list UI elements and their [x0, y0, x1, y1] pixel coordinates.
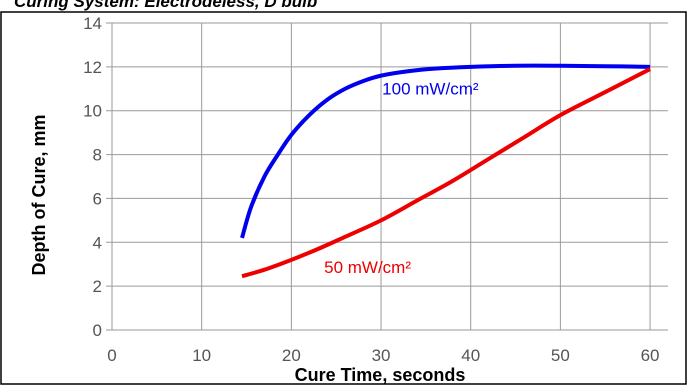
x-tick-label: 20 [282, 346, 301, 365]
y-tick-label: 0 [93, 321, 102, 340]
x-tick-label: 10 [192, 346, 211, 365]
x-tick-label: 40 [461, 346, 480, 365]
series-line-1 [241, 67, 651, 279]
y-axis-title: Depth of Cure, mm [29, 114, 49, 275]
y-tick-label: 2 [93, 277, 102, 296]
y-tick-label: 12 [83, 58, 102, 77]
plot-frame [0, 11, 687, 385]
y-tick-label: 6 [93, 189, 102, 208]
series-label-1: 50 mW/cm² [324, 258, 411, 277]
x-tick-label: 60 [641, 346, 660, 365]
x-tick-label: 30 [372, 346, 391, 365]
series-lines [240, 63, 651, 279]
series-line-0 [240, 63, 651, 239]
x-tick-label: 50 [551, 346, 570, 365]
y-tick-label: 4 [93, 233, 102, 252]
tick-labels: 0 10 20 30 40 50 60 0 2 4 6 8 10 12 14 [83, 14, 659, 365]
y-tick-label: 8 [93, 146, 102, 165]
grid-lines [106, 22, 668, 331]
series-label-0: 100 mW/cm² [382, 79, 479, 98]
chart-title: Curing System: Electrodeless, D bulb [14, 0, 318, 11]
y-tick-label: 10 [83, 102, 102, 121]
series-labels: 100 mW/cm² 50 mW/cm² [324, 79, 479, 277]
x-tick-label: 0 [107, 346, 116, 365]
x-axis-title: Cure Time, seconds [295, 365, 466, 385]
y-tick-label: 14 [83, 14, 102, 33]
